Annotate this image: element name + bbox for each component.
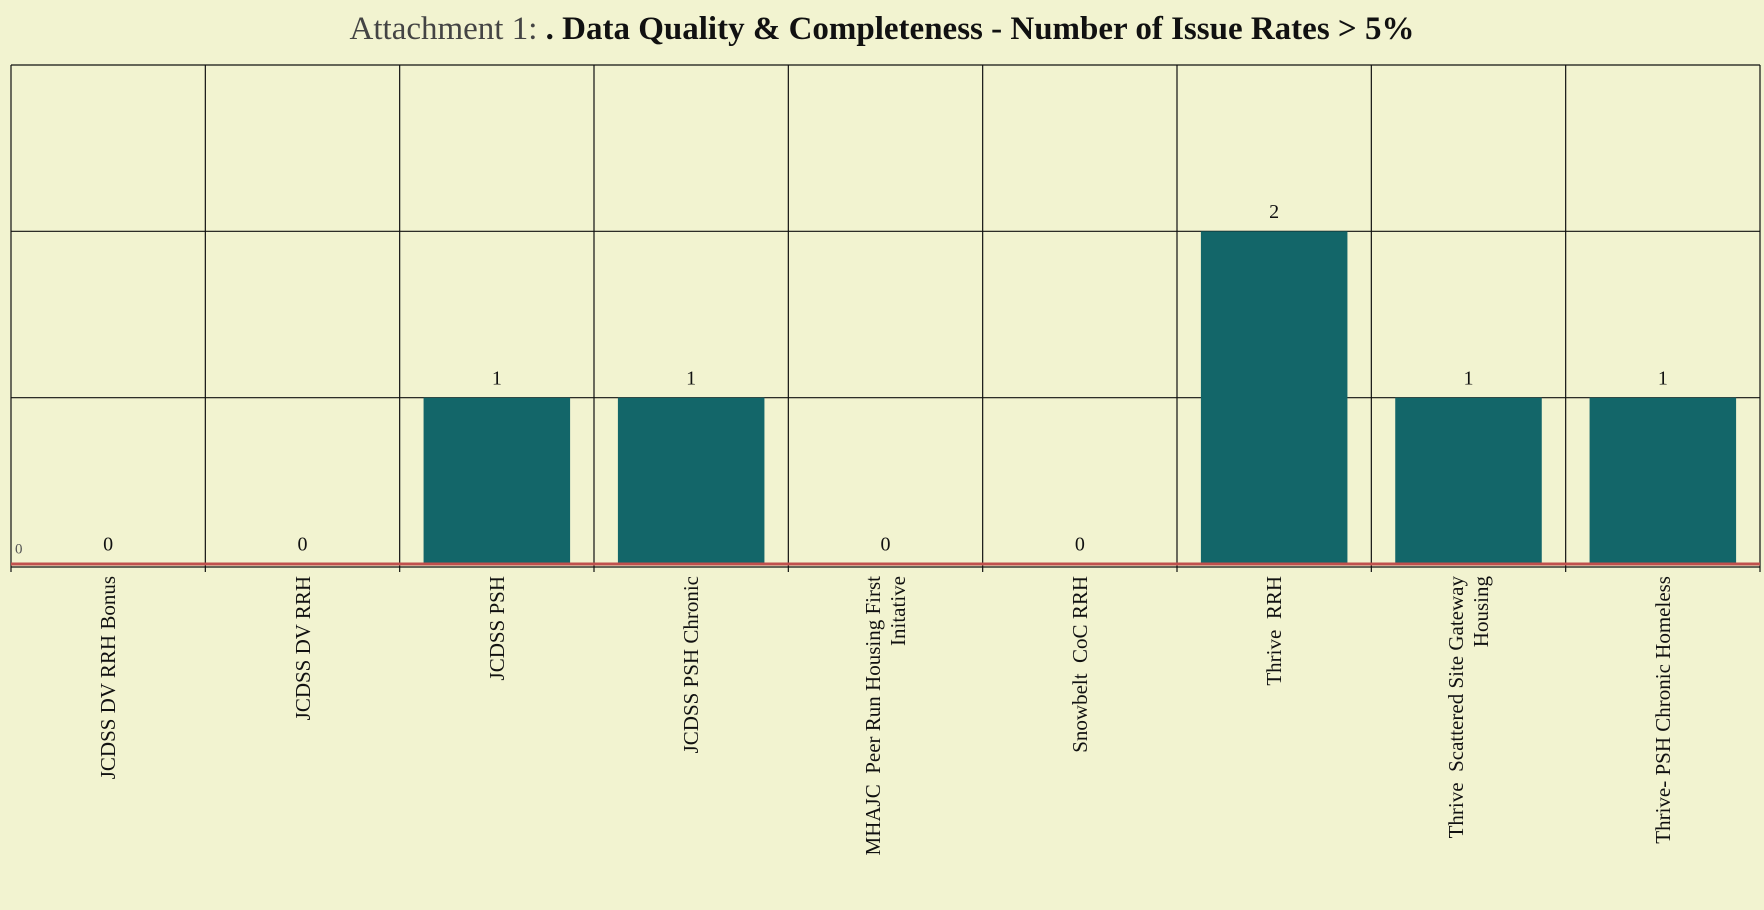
x-tick-label: Thrive- PSH Chronic Homeless — [1650, 576, 1675, 844]
bar — [1589, 397, 1737, 564]
data-label: 2 — [1269, 201, 1279, 223]
bar — [1200, 231, 1348, 565]
bar — [423, 397, 571, 564]
x-tick-label: Thrive RRH — [1261, 576, 1286, 686]
data-label: 1 — [1658, 367, 1668, 389]
x-tick-label: MHAJC Peer Run Housing First Initative — [860, 576, 910, 856]
bar — [1395, 397, 1542, 564]
chart-title: Attachment 1: . Data Quality & Completen… — [350, 11, 1415, 47]
bar — [617, 397, 765, 564]
x-tick-label: JCDSS PSH Chronic — [678, 576, 703, 754]
x-tick-label: Thrive Scattered Site Gateway Housing — [1443, 576, 1493, 839]
title-text: . Data Quality & Completeness - Number o… — [546, 11, 1415, 47]
data-label: 1 — [686, 367, 696, 389]
data-label: 0 — [298, 534, 308, 556]
data-label: 0 — [103, 534, 113, 556]
x-tick-label: Snowbelt CoC RRH — [1067, 576, 1092, 753]
x-tick-label: JCDSS DV RRH Bonus — [95, 576, 120, 780]
data-label: 1 — [492, 367, 502, 389]
data-label: 0 — [881, 534, 891, 556]
title-prefix: Attachment 1: — [350, 11, 546, 47]
x-tick-label: JCDSS PSH — [484, 576, 509, 681]
y-tick-label: 0 — [15, 541, 23, 557]
x-tick-label: JCDSS DV RRH — [290, 576, 314, 721]
data-label: 0 — [1075, 534, 1085, 556]
data-label: 1 — [1464, 367, 1474, 389]
